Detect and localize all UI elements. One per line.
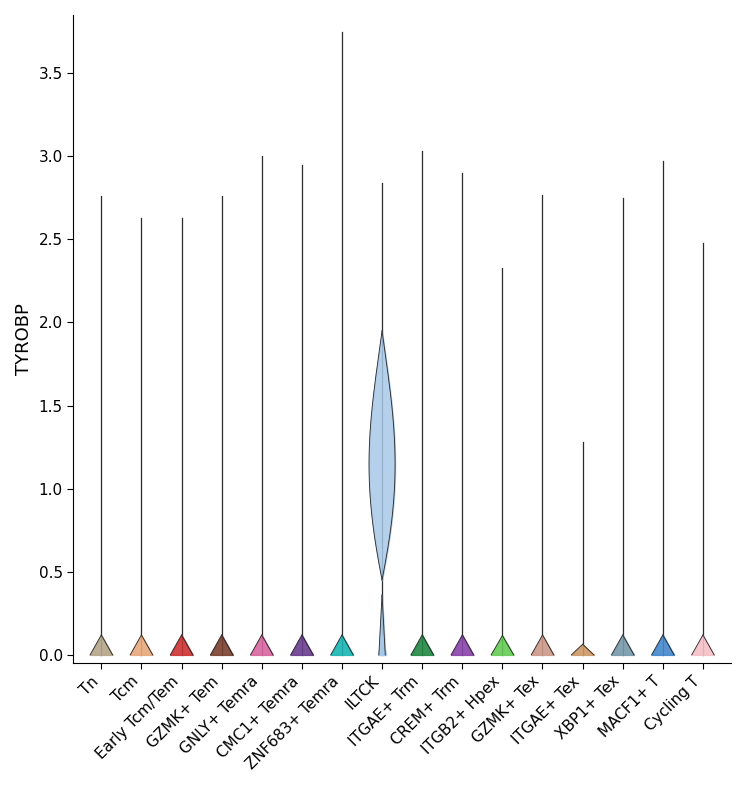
Y-axis label: TYROBP: TYROBP [15, 303, 33, 375]
